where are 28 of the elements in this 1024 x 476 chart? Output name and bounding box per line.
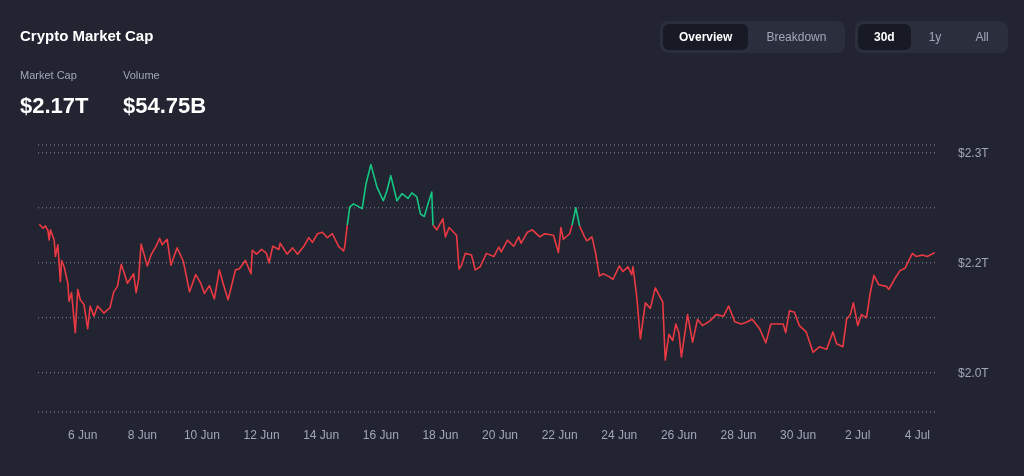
text: 1y (927, 29, 943, 46)
x-tick-label: 2 Jul (845, 427, 871, 442)
x-tick-label: 20 Jun (482, 427, 519, 442)
x-tick-label: 22 Jun (541, 427, 578, 442)
x-tick-label: 18 Jun (422, 427, 459, 442)
text: 30d (858, 24, 911, 50)
x-tick-label: 28 Jun (720, 427, 757, 442)
x-tick-label: 16 Jun (362, 427, 399, 442)
x-tick-label: 30 Jun (780, 427, 817, 442)
text: Breakdown (765, 29, 828, 46)
text: $2.17T (20, 93, 89, 119)
text: Market Cap (20, 69, 77, 81)
chart-title: Crypto Market Cap (20, 27, 154, 44)
x-tick-label: 4 Jul (904, 427, 931, 442)
y-tick-label: $2.2T (958, 256, 990, 271)
x-tick-label: 8 Jun (127, 427, 158, 442)
text: Overview (663, 24, 749, 50)
x-tick-label: 6 Jun (68, 427, 98, 442)
x-tick-label: 12 Jun (243, 427, 280, 442)
text: Volume (123, 69, 160, 81)
text: $54.75B (123, 93, 207, 119)
x-tick-label: 24 Jun (601, 427, 638, 442)
x-tick-label: 14 Jun (303, 427, 340, 442)
text: All (974, 29, 990, 46)
y-tick-label: $2.3T (958, 146, 990, 161)
y-tick-label: $2.0T (958, 366, 990, 380)
x-tick-label: 10 Jun (183, 427, 220, 442)
x-tick-label: 26 Jun (660, 427, 697, 442)
